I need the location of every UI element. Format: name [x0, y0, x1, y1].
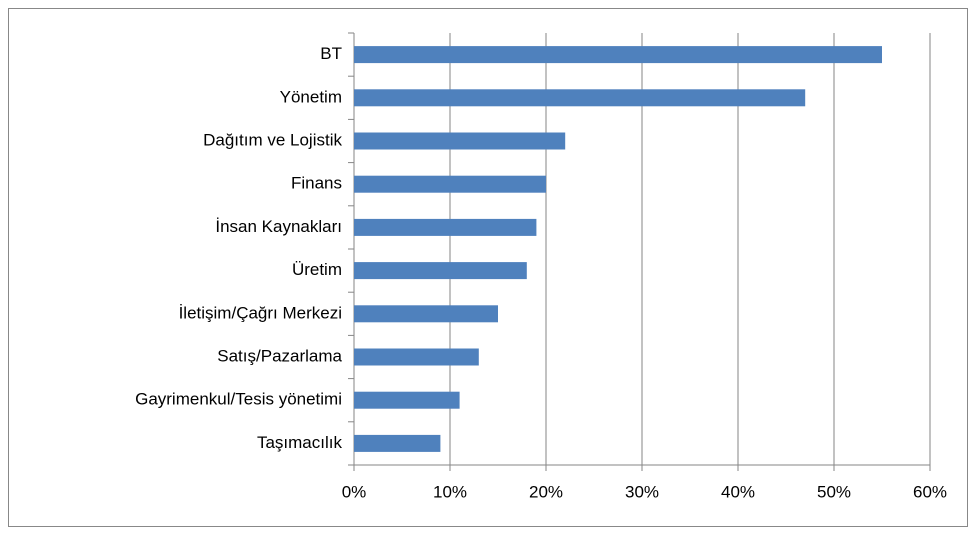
x-tick-label: 0% [342, 482, 367, 501]
y-tick-label: Dağıtım ve Lojistik [203, 130, 342, 149]
y-tick-label: Gayrimenkul/Tesis yönetimi [135, 390, 342, 409]
x-tick-label: 10% [433, 482, 467, 501]
y-tick-label: Yönetim [280, 87, 342, 106]
y-tick-label: BT [320, 44, 342, 63]
x-tick-label: 50% [817, 482, 851, 501]
bar [354, 305, 498, 323]
bar [354, 46, 882, 64]
bar [354, 132, 566, 150]
bar [354, 262, 527, 280]
bar [354, 348, 479, 366]
bar [354, 391, 460, 409]
y-tick-label: İnsan Kaynakları [215, 217, 342, 236]
x-tick-label: 40% [721, 482, 755, 501]
bar [354, 434, 441, 452]
bar [354, 89, 806, 107]
x-tick-label: 60% [913, 482, 947, 501]
y-tick-label: Taşımacılık [257, 433, 343, 452]
y-tick-label: İletişim/Çağrı Merkezi [179, 303, 342, 322]
y-tick-label: Finans [291, 174, 342, 193]
y-tick-label: Satış/Pazarlama [217, 346, 342, 365]
x-tick-label: 20% [529, 482, 563, 501]
bar [354, 175, 546, 193]
x-tick-label: 30% [625, 482, 659, 501]
bar [354, 218, 537, 236]
y-tick-label: Üretim [292, 260, 342, 279]
